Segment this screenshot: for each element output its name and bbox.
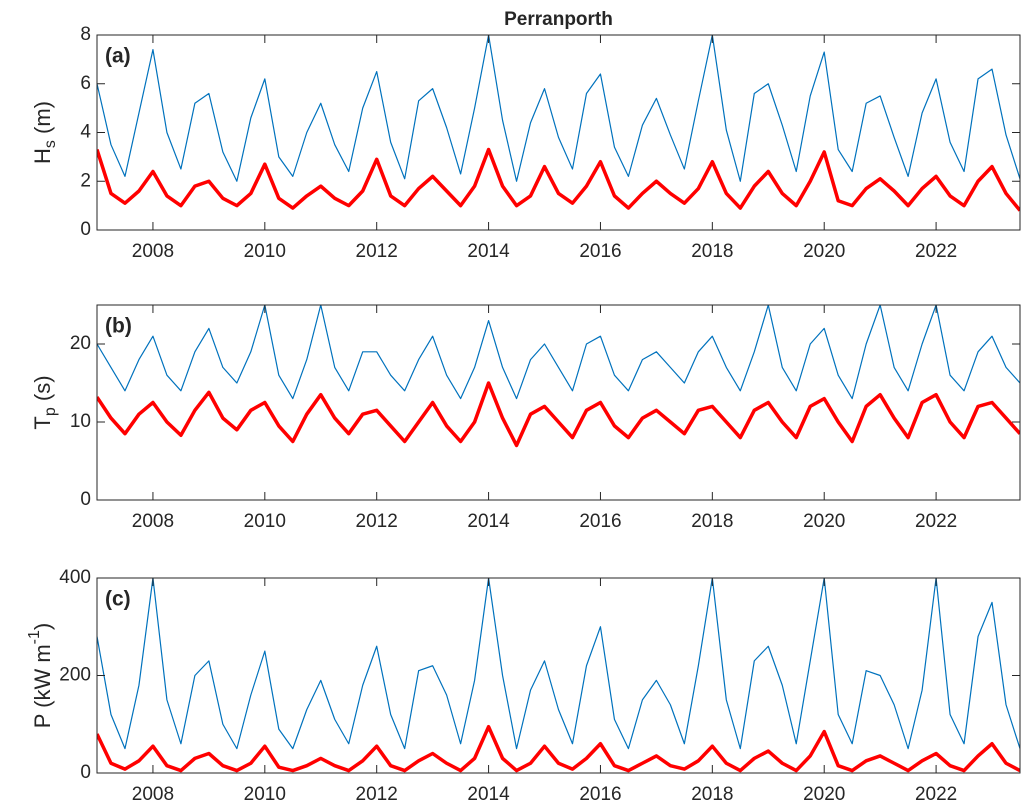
y-axis-label-part: H — [30, 148, 55, 164]
data-line — [97, 381, 1020, 448]
y-axis-label: Tp (s) — [30, 375, 59, 429]
y-axis-label: Hs (m) — [30, 101, 59, 164]
x-tick-label: 2012 — [356, 241, 398, 262]
plot-area — [97, 305, 1020, 500]
y-axis-label-part: (m) — [30, 101, 55, 140]
x-tick-label: 2010 — [244, 241, 286, 262]
y-tick-label: 10 — [70, 411, 91, 432]
series-group — [97, 305, 1020, 448]
x-tick-label: 2020 — [803, 241, 845, 262]
y-axis-label: P (kW m-1) — [26, 623, 55, 728]
series-group — [97, 35, 1020, 212]
y-axis-label-part: T — [30, 416, 55, 429]
y-tick-label: 400 — [59, 567, 91, 588]
x-tick-label: 2008 — [132, 511, 174, 532]
y-tick-label: 0 — [80, 762, 91, 783]
chart-title: Perranporth — [504, 9, 613, 30]
data-line — [97, 35, 1020, 182]
y-tick-label: 0 — [80, 219, 91, 240]
plot-area — [97, 35, 1020, 230]
data-line — [97, 305, 1020, 400]
x-tick-label: 2022 — [915, 241, 957, 262]
x-tick-label: 2020 — [803, 511, 845, 532]
panel-label: (a) — [105, 45, 131, 68]
x-tick-label: 2010 — [244, 511, 286, 532]
panel-label: (b) — [105, 315, 132, 338]
y-tick-label: 4 — [80, 122, 91, 143]
panel-label: (c) — [105, 588, 131, 611]
y-axis-label-part: s — [42, 140, 59, 148]
y-tick-label: 20 — [70, 333, 91, 354]
x-tick-label: 2018 — [691, 784, 733, 805]
data-line — [97, 724, 1020, 773]
plot-area — [97, 578, 1020, 773]
y-axis-label-part: ) — [30, 623, 55, 630]
y-axis-label-part: P (kW m — [30, 644, 55, 728]
x-tick-label: 2018 — [691, 511, 733, 532]
x-tick-label: 2008 — [132, 784, 174, 805]
x-tick-label: 2014 — [467, 241, 510, 262]
series-group — [97, 578, 1020, 773]
x-tick-label: 2018 — [691, 241, 733, 262]
x-tick-label: 2012 — [356, 784, 398, 805]
y-tick-label: 8 — [80, 24, 91, 45]
x-tick-label: 2016 — [579, 784, 621, 805]
x-tick-label: 2010 — [244, 784, 286, 805]
x-tick-label: 2016 — [579, 511, 621, 532]
y-axis-label-part: (s) — [30, 375, 55, 407]
axes-frame — [96, 304, 1021, 501]
x-tick-label: 2016 — [579, 241, 621, 262]
y-axis-label-part: -1 — [26, 630, 43, 644]
x-tick-label: 2020 — [803, 784, 845, 805]
y-tick-label: 2 — [80, 170, 91, 191]
x-tick-label: 2008 — [132, 241, 174, 262]
x-tick-label: 2012 — [356, 511, 398, 532]
x-tick-label: 2014 — [467, 511, 510, 532]
y-tick-label: 0 — [80, 489, 91, 510]
x-tick-label: 2014 — [467, 784, 510, 805]
y-tick-label: 6 — [80, 73, 91, 94]
data-line — [97, 147, 1020, 212]
y-axis-label-part: p — [42, 407, 59, 416]
data-line — [97, 578, 1020, 750]
x-tick-label: 2022 — [915, 784, 957, 805]
x-tick-label: 2022 — [915, 511, 957, 532]
y-tick-label: 200 — [59, 665, 91, 686]
